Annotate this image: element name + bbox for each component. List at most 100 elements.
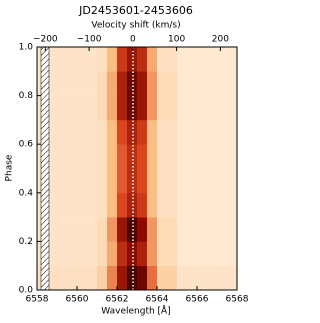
- heat-cell: [177, 144, 238, 169]
- x2-tick-label: 200: [212, 35, 229, 45]
- x-tick-label: 6562: [106, 295, 129, 305]
- heat-cell: [147, 192, 158, 218]
- chart: JD2453601-2453606 Velocity shift (km/s) …: [5, 4, 249, 317]
- heat-cell: [107, 241, 118, 266]
- heat-cell: [157, 144, 178, 169]
- heat-cell: [127, 168, 138, 194]
- heat-cell: [127, 144, 138, 169]
- x2-tick-label: −100: [77, 35, 102, 45]
- heat-cell: [97, 95, 108, 121]
- heat-cell: [97, 71, 108, 96]
- heat-cell: [127, 265, 138, 291]
- heat-cell: [137, 241, 148, 266]
- heat-cell: [107, 265, 118, 291]
- heat-cell: [137, 144, 148, 169]
- heat-cell: [127, 217, 138, 242]
- heat-cell: [137, 217, 148, 242]
- heat-cell: [177, 265, 238, 291]
- heat-cell: [177, 217, 238, 242]
- heat-cell: [107, 119, 118, 145]
- heat-cell: [97, 47, 108, 72]
- heat-cell: [157, 265, 178, 291]
- heat-cell: [97, 144, 108, 169]
- heat-cell: [127, 119, 138, 145]
- heat-cell: [157, 241, 178, 266]
- y-tick-label: 0.8: [19, 91, 34, 101]
- heat-cell: [107, 95, 118, 121]
- heat-cell: [137, 265, 148, 291]
- heat-cell: [127, 192, 138, 218]
- heat-cell: [107, 217, 118, 242]
- heat-cell: [157, 95, 178, 121]
- heat-cell: [157, 119, 178, 145]
- heat-cell: [97, 265, 108, 291]
- heat-cell: [147, 265, 158, 291]
- x2-tick-label: −200: [33, 35, 58, 45]
- heat-cell: [107, 168, 118, 194]
- heat-cell: [137, 95, 148, 121]
- heat-cell: [147, 119, 158, 145]
- heat-cell: [147, 71, 158, 96]
- heat-cell: [177, 95, 238, 121]
- x-tick-label: 6564: [146, 295, 169, 305]
- y-axis-label: Phase: [5, 154, 15, 181]
- heat-cell: [117, 168, 128, 194]
- heat-cell: [177, 192, 238, 218]
- heat-cell: [117, 119, 128, 145]
- heat-cell: [137, 119, 148, 145]
- x2-axis-label: Velocity shift (km/s): [91, 21, 180, 31]
- y-tick-label: 0.4: [19, 188, 34, 198]
- heat-cell: [97, 192, 108, 218]
- heat-cell: [97, 168, 108, 194]
- masked-region: [40, 46, 50, 291]
- heat-cell: [157, 71, 178, 96]
- heat-cell: [127, 241, 138, 266]
- heat-cell: [117, 144, 128, 169]
- x2-tick-label: 0: [130, 35, 136, 45]
- heat-cell: [107, 71, 118, 96]
- heat-cell: [117, 217, 128, 242]
- x2-tick-label: 100: [168, 35, 185, 45]
- x-tick-label: 6560: [66, 295, 89, 305]
- heat-cell: [177, 119, 238, 145]
- heat-cell: [117, 265, 128, 291]
- heat-cell: [137, 168, 148, 194]
- x-tick-label: 6558: [26, 295, 49, 305]
- heat-cell: [117, 241, 128, 266]
- x-axis-label: Wavelength [Å]: [101, 305, 170, 317]
- heat-cell: [117, 71, 128, 96]
- heat-cell: [177, 71, 238, 96]
- heat-cell: [107, 192, 118, 218]
- y-tick-label: 1.0: [19, 43, 34, 53]
- heat-cell: [117, 192, 128, 218]
- heat-cell: [137, 71, 148, 96]
- heat-cell: [157, 217, 178, 242]
- heat-cell: [147, 217, 158, 242]
- heat-cell: [127, 71, 138, 96]
- plot-frame: [36, 46, 238, 291]
- heat-cell: [177, 168, 238, 194]
- heat-cell: [97, 119, 108, 145]
- heat-cell: [127, 47, 138, 72]
- heat-cell: [157, 168, 178, 194]
- y-tick-label: 0.0: [19, 286, 34, 296]
- heat-cell: [97, 217, 108, 242]
- heat-cell: [117, 47, 128, 72]
- heat-cell: [147, 168, 158, 194]
- chart-title: JD2453601-2453606: [78, 4, 193, 17]
- heat-cell: [147, 47, 158, 72]
- x-tick-label: 6568: [226, 295, 249, 305]
- heat-cell: [127, 95, 138, 121]
- heat-cell: [117, 95, 128, 121]
- heat-cell: [157, 192, 178, 218]
- heat-cell: [137, 47, 148, 72]
- heat-cell: [147, 241, 158, 266]
- heat-cell: [107, 47, 118, 72]
- heat-cell: [177, 241, 238, 266]
- heat-cell: [157, 47, 178, 72]
- heat-cell: [147, 95, 158, 121]
- heat-cell: [137, 192, 148, 218]
- heat-cell: [97, 241, 108, 266]
- heat-cell: [107, 144, 118, 169]
- y-tick-label: 0.6: [19, 140, 34, 150]
